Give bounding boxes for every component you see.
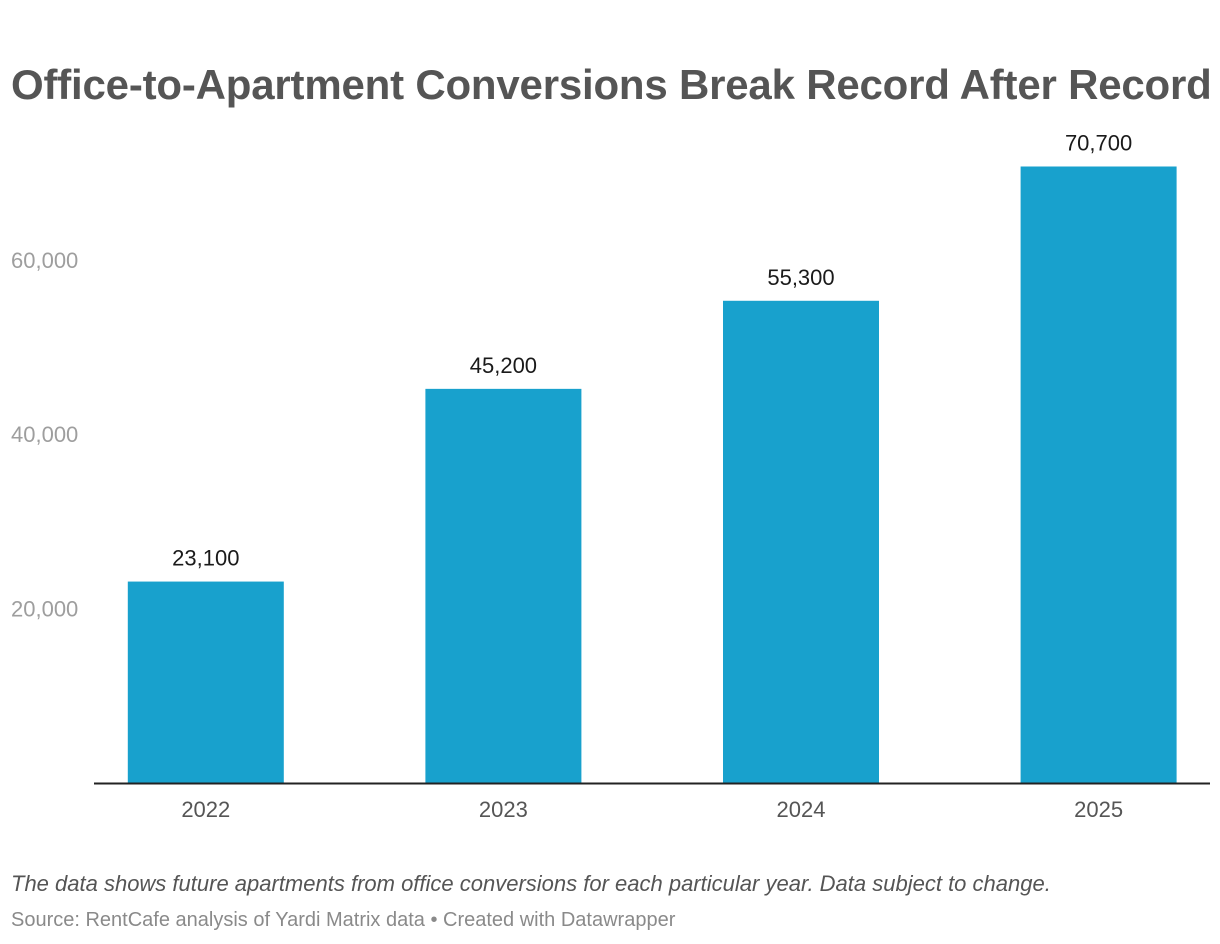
chart-note: The data shows future apartments from of… (11, 871, 1051, 896)
bar-chart: 20,000 40,000 60,000 23,100 45,200 55,300 70,… (11, 130, 1210, 822)
bar-value-label: 55,300 (767, 265, 834, 290)
y-axis-ticks: 20,000 40,000 60,000 (11, 248, 78, 622)
bar (425, 388, 582, 783)
x-tick-label: 2025 (1074, 797, 1123, 822)
bar (723, 300, 879, 783)
x-tick-label: 2024 (777, 797, 826, 822)
y-tick-label: 60,000 (11, 248, 78, 273)
y-tick-label: 40,000 (11, 422, 78, 447)
x-tick-label: 2022 (181, 797, 230, 822)
data-labels: 23,100 45,200 55,300 70,700 (172, 130, 1132, 570)
bar-value-label: 70,700 (1065, 130, 1132, 155)
chart-title: Office-to-Apartment Conversions Break Re… (11, 61, 1212, 108)
bars (127, 166, 1177, 784)
y-tick-label: 20,000 (11, 597, 78, 622)
x-axis-ticks: 2022 2023 2024 2025 (181, 797, 1123, 822)
chart-source: Source: RentCafe analysis of Yardi Matri… (11, 909, 676, 931)
bar-value-label: 45,200 (470, 353, 537, 378)
bar (1020, 166, 1177, 784)
bar-value-label: 23,100 (172, 546, 239, 571)
x-tick-label: 2023 (479, 797, 528, 822)
bar (127, 581, 284, 783)
